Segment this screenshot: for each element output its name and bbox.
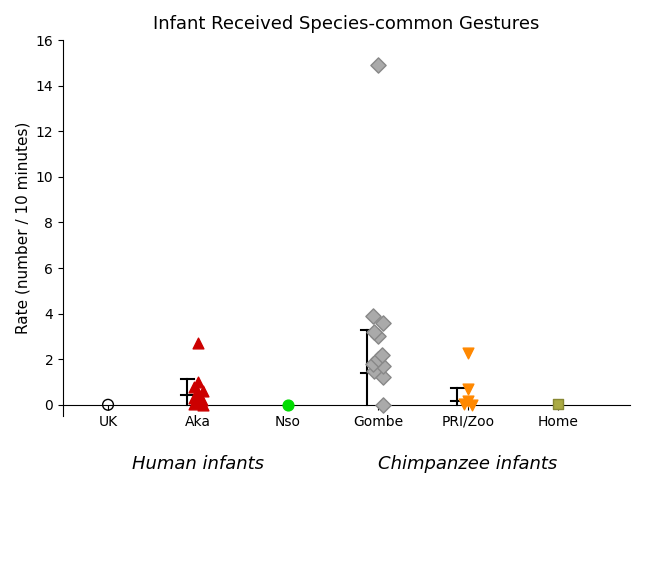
Point: [197, 387, 208, 396]
Point: [197, 396, 207, 404]
Point: [189, 393, 199, 402]
Point: [368, 328, 379, 337]
Point: [373, 332, 383, 341]
Point: [193, 398, 203, 407]
Point: [103, 401, 113, 410]
Point: [283, 401, 293, 410]
Point: [377, 361, 388, 370]
Point: [373, 61, 383, 70]
Point: [188, 382, 199, 391]
Point: [368, 359, 378, 368]
Point: [193, 339, 203, 348]
Point: [466, 401, 477, 410]
Point: [377, 401, 388, 410]
Point: [377, 350, 387, 359]
Point: [188, 399, 199, 408]
Text: Human infants: Human infants: [132, 455, 264, 473]
Point: [193, 378, 203, 387]
Point: [463, 349, 473, 358]
Point: [197, 401, 208, 410]
Point: [553, 399, 563, 408]
Point: [459, 399, 470, 408]
Point: [368, 311, 378, 320]
Text: Chimpanzee infants: Chimpanzee infants: [379, 455, 558, 473]
Title: Infant Received Species-common Gestures: Infant Received Species-common Gestures: [154, 15, 540, 33]
Y-axis label: Rate (number / 10 minutes): Rate (number / 10 minutes): [15, 122, 30, 334]
Point: [373, 355, 383, 364]
Point: [193, 389, 203, 398]
Point: [369, 366, 379, 375]
Point: [378, 318, 388, 327]
Point: [463, 397, 473, 406]
Point: [378, 373, 388, 382]
Point: [463, 384, 473, 393]
